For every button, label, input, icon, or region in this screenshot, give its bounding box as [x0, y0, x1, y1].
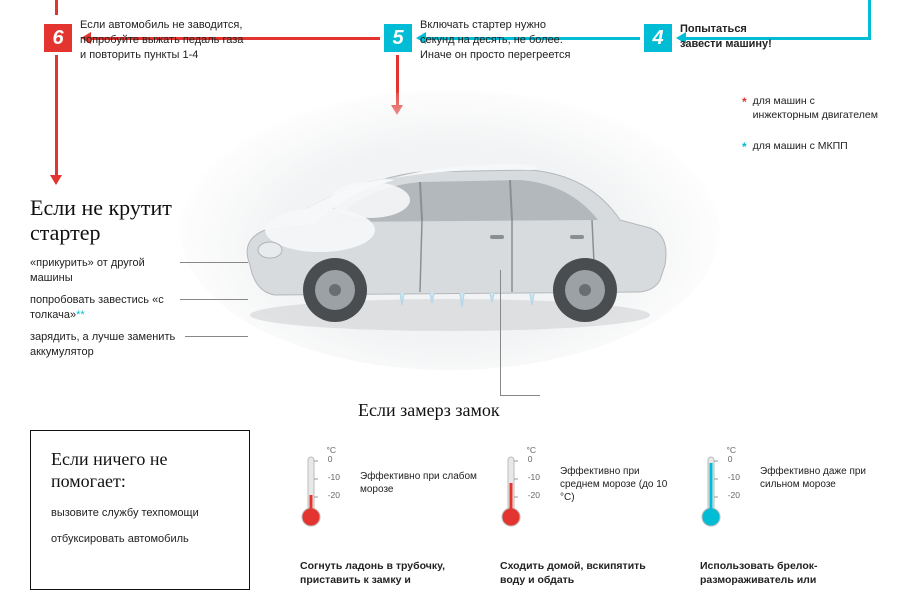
thermo-2: °С 0-10-20	[500, 455, 522, 529]
nothing-helps-title: Если ничего не помогает:	[51, 449, 229, 492]
step-5-box: 5	[384, 24, 412, 52]
step-5-text: Включать стартер нужно секунд на десять,…	[420, 18, 580, 63]
lock-heading: Если замерз замок	[358, 400, 500, 422]
thermo-3: °С 0-10-20	[700, 455, 722, 529]
starter-tip-1: «прикурить» от другой машины	[30, 256, 180, 286]
step-5-num: 5	[392, 27, 403, 50]
starter-tip-2-mark: **	[76, 309, 85, 321]
step-4-box: 4	[644, 24, 672, 52]
car-illustration	[180, 90, 720, 370]
thermo-3-method: Использовать брелок-размораживатель или	[700, 560, 850, 587]
starter-tip-2: попробовать завестись «с толкача»**	[30, 293, 180, 323]
step-6-box: 6	[44, 24, 72, 52]
thermo-3-label: Эффективно даже при сильном морозе	[760, 465, 880, 491]
legend-injector-text: для машин с инжекторным двигателем	[753, 95, 882, 122]
legend-mkpp: * для машин с МКПП	[742, 140, 882, 156]
legend-mkpp-text: для машин с МКПП	[753, 140, 848, 154]
starter-tip-2-text: попробовать завестись «с толкача»	[30, 294, 164, 321]
thermo-1-method: Согнуть ладонь в трубочку, приставить к …	[300, 560, 450, 587]
step-6-text: Если автомобиль не заводится, попробуйте…	[80, 18, 250, 63]
thermo-2-label: Эффективно при среднем морозе (до 10 °С)	[560, 465, 680, 504]
step-6-num: 6	[52, 27, 63, 50]
starter-tip-3: зарядить, а лучше заменить аккумулятор	[30, 330, 190, 360]
step-4-text: Попытаться завести машину!	[680, 22, 790, 52]
thermo-2-method: Сходить домой, вскипятить воду и обдать	[500, 560, 650, 587]
legend-star-cyan: *	[742, 140, 747, 156]
car-svg	[220, 120, 680, 340]
legend-star-red: *	[742, 95, 747, 111]
thermo-1-label: Эффективно при слабом морозе	[360, 470, 480, 496]
thermo-1: °С 0-10-20	[300, 455, 322, 529]
nothing-line-2: отбуксировать автомобиль	[51, 532, 229, 547]
nothing-helps-box: Если ничего не помогает: вызовите службу…	[30, 430, 250, 590]
starter-heading: Если не крутит стартер	[30, 195, 230, 246]
legend-injector: * для машин с инжекторным двигателем	[742, 95, 882, 122]
nothing-line-1: вызовите службу техпомощи	[51, 506, 229, 521]
step-4-num: 4	[652, 27, 663, 50]
